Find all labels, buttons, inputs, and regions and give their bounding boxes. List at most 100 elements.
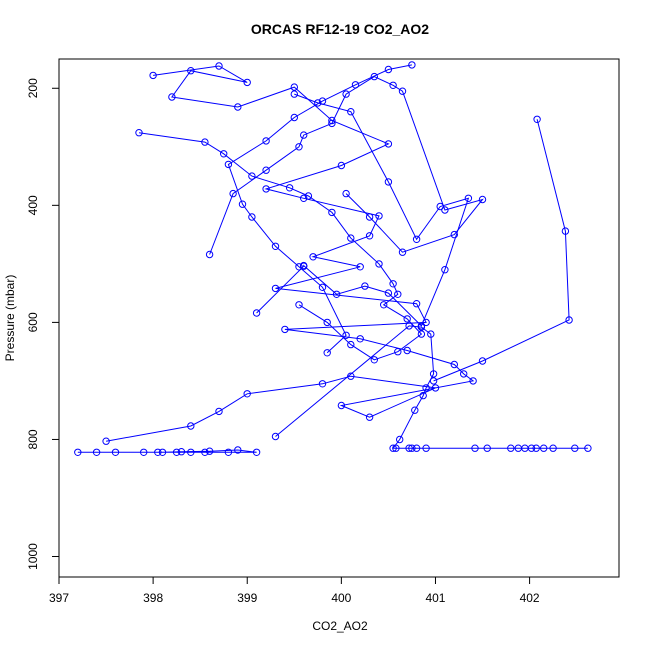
data-point [215, 62, 223, 70]
data-point [158, 448, 167, 456]
data-point [342, 189, 350, 198]
data-point [429, 377, 438, 385]
data-point [201, 448, 209, 456]
data-point [318, 97, 327, 105]
data-point [318, 283, 327, 291]
data-point [290, 83, 298, 91]
y-tick-label: 800 [26, 429, 40, 449]
data-point [394, 348, 402, 356]
data-point [356, 263, 364, 271]
data-point [111, 448, 120, 456]
y-tick-label: 1000 [26, 543, 40, 570]
data-point [140, 448, 148, 456]
data-point [389, 444, 397, 452]
data-point [337, 161, 346, 170]
x-axis-label: CO2_AO2 [312, 619, 368, 633]
data-point [102, 437, 110, 445]
data-point [220, 150, 228, 158]
data-point [370, 356, 378, 364]
x-tick-label: 401 [425, 591, 445, 605]
data-point [323, 349, 331, 357]
data-point [398, 248, 407, 256]
data-point [375, 260, 383, 268]
series-group [271, 322, 592, 452]
data-point [281, 325, 289, 334]
data-point [314, 99, 322, 107]
x-axis: 397 398 399 400 401 402 [49, 576, 540, 605]
data-point [342, 331, 350, 339]
data-point [384, 178, 393, 186]
data-point [154, 448, 162, 456]
data-point [243, 78, 251, 87]
data-point [469, 377, 477, 385]
data-point [365, 213, 374, 221]
data-point [361, 282, 369, 290]
data-point [309, 253, 317, 261]
data-point [356, 335, 364, 343]
y-tick-label: 400 [26, 195, 40, 215]
data-point [411, 406, 419, 414]
data-point [243, 390, 251, 398]
data-point [177, 448, 186, 456]
data-point [408, 444, 416, 452]
y-axis-label: Pressure (mbar) [3, 275, 17, 362]
data-point [450, 360, 458, 369]
data-point [419, 391, 427, 400]
data-point [483, 444, 491, 452]
plot-frame [58, 58, 620, 578]
data-point [205, 447, 214, 455]
data-point [422, 444, 430, 452]
data-point [384, 140, 393, 148]
data-point [365, 232, 374, 240]
series-group [135, 129, 426, 364]
data-point [380, 301, 388, 309]
data-point [262, 185, 270, 193]
x-tick-label: 400 [331, 591, 351, 605]
data-point [540, 444, 548, 452]
data-point [403, 315, 411, 323]
data-point [347, 340, 355, 349]
series-line [227, 64, 412, 354]
data-point [347, 234, 355, 242]
series-line [138, 132, 423, 361]
data-point [370, 72, 378, 81]
data-point [417, 330, 426, 338]
data-point [478, 357, 487, 365]
data-point [271, 242, 280, 251]
y-axis: 200 400 600 800 1000 [26, 78, 60, 570]
data-point [561, 227, 570, 235]
data-point [271, 284, 280, 293]
data-point [205, 250, 214, 259]
series-group [224, 61, 416, 357]
data-point [328, 208, 336, 217]
data-point [571, 444, 579, 452]
data-point [234, 103, 242, 111]
data-point [342, 90, 350, 98]
data-point [412, 444, 421, 452]
x-tick-label: 398 [143, 591, 163, 605]
data-point [172, 448, 181, 456]
data-point [389, 280, 397, 288]
data-point [187, 422, 195, 430]
data-point [318, 380, 327, 388]
data-point [365, 413, 374, 421]
data-point [229, 189, 237, 198]
data-point [507, 444, 515, 452]
data-point [412, 300, 421, 308]
series-line [106, 65, 475, 442]
data-point [149, 71, 157, 80]
data-point [405, 444, 413, 452]
data-point [304, 192, 313, 200]
data-point [450, 230, 458, 239]
data-point [201, 138, 209, 146]
data-point [271, 432, 280, 441]
data-point [384, 65, 393, 74]
data-point [441, 206, 449, 214]
data-point [252, 309, 261, 317]
data-point [392, 444, 400, 452]
data-point [168, 93, 176, 101]
data-point [224, 448, 233, 456]
data-point [295, 143, 303, 151]
data-point [441, 266, 449, 274]
data-point [533, 115, 541, 124]
